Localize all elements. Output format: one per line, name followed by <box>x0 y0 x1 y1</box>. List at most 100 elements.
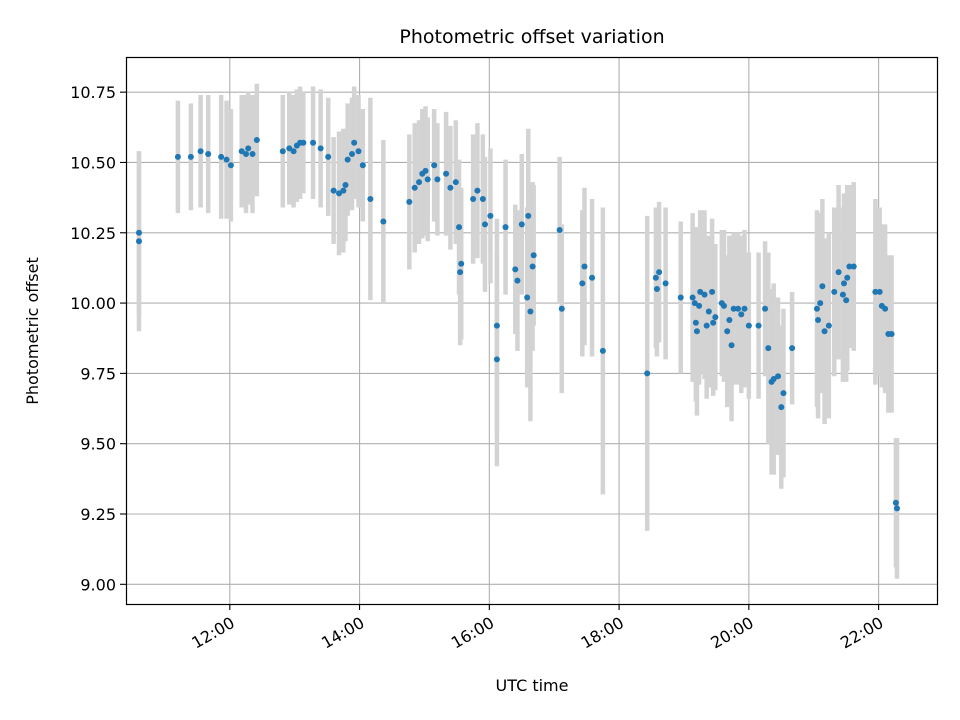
data-point <box>458 260 465 267</box>
data-point <box>243 151 250 158</box>
data-point <box>351 139 358 146</box>
data-point <box>300 139 307 146</box>
plot-area-frame <box>125 56 939 606</box>
data-point <box>745 322 752 329</box>
data-point <box>135 238 142 245</box>
data-point <box>813 305 820 312</box>
x-axis-label: UTC time <box>496 676 569 695</box>
y-tick-label: 10.00 <box>70 294 116 313</box>
data-point <box>530 252 537 259</box>
data-point <box>325 153 332 160</box>
data-point <box>589 274 596 281</box>
data-point <box>692 319 699 326</box>
y-axis-ticks: 9.00 9.25 9.50 9.75 10.00 10.25 10.50 10.75 <box>70 83 126 594</box>
data-point <box>525 212 532 219</box>
data-point <box>348 151 355 158</box>
data-point <box>411 184 418 191</box>
data-point <box>835 269 842 276</box>
data-point <box>340 187 347 194</box>
data-point <box>249 151 256 158</box>
data-point <box>730 305 737 312</box>
data-point <box>701 291 708 298</box>
data-point <box>290 148 297 155</box>
data-point <box>741 305 748 312</box>
y-tick-label: 10.50 <box>70 153 116 172</box>
data-point <box>512 266 519 273</box>
data-point <box>529 263 536 270</box>
data-point <box>367 196 374 203</box>
data-point <box>223 156 230 163</box>
data-point <box>174 153 181 160</box>
data-points <box>135 136 900 512</box>
data-point <box>656 269 663 276</box>
data-point <box>482 221 489 228</box>
data-point <box>815 316 822 323</box>
data-point <box>424 176 431 183</box>
data-point <box>344 156 351 163</box>
y-tick-label: 10.75 <box>70 83 116 102</box>
data-point <box>780 390 787 397</box>
data-point <box>342 181 349 188</box>
y-tick-label: 9.75 <box>80 364 116 383</box>
data-point <box>876 288 883 295</box>
data-point <box>431 162 438 169</box>
data-point <box>882 305 889 312</box>
data-point <box>434 176 441 183</box>
data-point <box>330 187 337 194</box>
data-point <box>825 322 832 329</box>
data-point <box>336 190 343 197</box>
data-point <box>452 179 459 186</box>
data-point <box>697 288 704 295</box>
data-point <box>238 148 245 155</box>
data-point <box>556 226 563 233</box>
data-point <box>644 370 651 377</box>
data-point <box>892 499 899 506</box>
data-point <box>735 305 742 312</box>
data-point <box>416 179 423 186</box>
data-point <box>677 294 684 301</box>
y-tick-label: 10.25 <box>70 224 116 243</box>
data-point <box>728 342 735 349</box>
data-point <box>205 151 212 158</box>
data-point <box>487 212 494 219</box>
data-point <box>762 305 769 312</box>
y-tick-label: 9.25 <box>80 505 116 524</box>
data-point <box>527 308 534 315</box>
data-point <box>709 288 716 295</box>
data-point <box>726 316 733 323</box>
data-point <box>443 170 450 177</box>
data-point <box>493 322 500 329</box>
data-point <box>514 277 521 284</box>
data-point <box>821 328 828 335</box>
data-point <box>778 404 785 411</box>
data-point <box>653 286 660 293</box>
y-tick-label: 9.50 <box>80 435 116 454</box>
data-point <box>710 319 717 326</box>
data-point <box>406 198 413 205</box>
data-point <box>893 505 900 512</box>
data-point <box>662 280 669 287</box>
data-point <box>286 145 293 152</box>
data-point <box>850 263 857 270</box>
data-point <box>755 322 762 329</box>
data-point <box>872 288 879 295</box>
data-point <box>579 280 586 287</box>
data-point <box>652 274 659 281</box>
data-point <box>456 224 463 231</box>
data-point <box>359 162 366 169</box>
data-point <box>888 331 895 338</box>
data-point <box>355 148 362 155</box>
data-point <box>135 229 142 236</box>
data-point <box>720 302 727 309</box>
data-point <box>197 148 204 155</box>
data-point <box>775 373 782 380</box>
data-point <box>738 311 745 318</box>
data-point <box>558 305 565 312</box>
data-point <box>245 145 252 152</box>
data-point <box>691 300 698 307</box>
data-point <box>317 145 324 152</box>
data-point <box>831 288 838 295</box>
data-point <box>839 291 846 298</box>
data-point <box>841 280 848 287</box>
